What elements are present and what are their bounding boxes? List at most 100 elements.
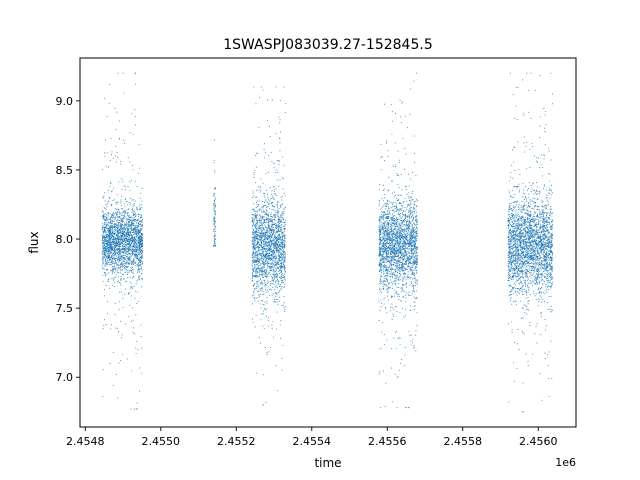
data-point — [140, 259, 142, 262]
data-point — [265, 206, 267, 208]
data-point — [141, 187, 143, 189]
data-point — [120, 359, 122, 362]
data-point — [110, 252, 112, 254]
data-point — [260, 178, 262, 180]
data-point — [104, 216, 106, 218]
data-point — [120, 219, 122, 221]
data-point — [128, 202, 130, 204]
data-point — [121, 226, 123, 228]
data-point — [121, 240, 123, 242]
data-point — [252, 247, 254, 249]
data-point — [123, 264, 125, 266]
data-point — [109, 246, 111, 248]
data-point — [110, 240, 112, 242]
data-point — [275, 285, 277, 287]
data-point — [127, 230, 129, 232]
data-point — [383, 273, 385, 275]
data-point — [259, 187, 261, 189]
data-point — [266, 262, 268, 264]
data-point — [132, 169, 134, 171]
data-point — [122, 224, 124, 226]
data-point — [118, 181, 120, 183]
data-point — [114, 107, 116, 109]
data-point — [260, 300, 262, 302]
data-point — [116, 270, 118, 272]
data-point — [277, 171, 279, 173]
data-point — [263, 243, 265, 245]
data-point — [413, 206, 415, 208]
data-point — [109, 222, 111, 224]
data-point — [270, 268, 272, 270]
data-point — [136, 235, 138, 237]
data-point — [389, 214, 391, 216]
data-point — [121, 268, 123, 271]
data-point — [252, 274, 254, 276]
data-point — [272, 197, 274, 199]
data-point — [403, 168, 405, 170]
data-point — [265, 269, 267, 271]
data-point — [104, 200, 106, 202]
data-point — [121, 212, 123, 214]
data-point — [275, 227, 277, 230]
data-point — [275, 365, 277, 367]
data-point — [107, 250, 109, 253]
data-point — [119, 264, 121, 266]
data-point — [390, 270, 392, 272]
data-point — [116, 249, 118, 251]
data-point — [407, 274, 409, 276]
data-point — [262, 254, 264, 256]
data-point — [257, 235, 259, 237]
data-point — [256, 219, 258, 222]
data-point — [129, 198, 131, 200]
data-point — [130, 253, 132, 255]
data-point — [274, 292, 276, 294]
data-point — [260, 319, 262, 321]
data-point — [270, 198, 272, 200]
data-point — [284, 237, 286, 239]
data-point — [139, 192, 142, 194]
data-point — [104, 265, 106, 267]
data-point — [279, 267, 282, 269]
data-point — [261, 256, 264, 258]
data-point — [130, 230, 132, 232]
data-point — [135, 220, 137, 222]
data-point — [283, 86, 285, 88]
data-point — [268, 204, 270, 206]
data-point — [383, 298, 385, 300]
data-point — [111, 221, 113, 223]
data-point — [256, 215, 258, 217]
data-point — [269, 246, 271, 248]
data-point — [276, 209, 278, 211]
data-point — [396, 218, 398, 220]
data-point — [106, 273, 108, 275]
data-point — [135, 241, 137, 243]
data-point — [262, 247, 264, 249]
data-point — [102, 226, 104, 228]
data-point — [127, 229, 129, 231]
data-point — [276, 213, 279, 215]
data-point — [141, 266, 143, 268]
data-point — [124, 198, 127, 201]
data-point — [138, 270, 140, 272]
data-point — [273, 215, 275, 217]
data-point — [108, 233, 110, 235]
data-point — [274, 222, 276, 224]
data-point — [125, 254, 127, 257]
data-point — [130, 179, 132, 181]
data-point — [134, 180, 136, 182]
data-point — [129, 269, 131, 271]
data-point — [111, 204, 113, 206]
data-point — [122, 220, 124, 222]
data-point — [120, 200, 122, 203]
data-point — [104, 268, 106, 270]
data-point — [140, 235, 142, 237]
data-point — [124, 233, 126, 235]
data-point — [274, 229, 276, 231]
data-point — [134, 230, 136, 232]
data-point — [284, 222, 286, 224]
data-point — [138, 244, 141, 246]
data-point — [283, 252, 285, 254]
data-point — [276, 207, 279, 209]
data-point — [284, 195, 286, 197]
data-point — [136, 280, 138, 282]
